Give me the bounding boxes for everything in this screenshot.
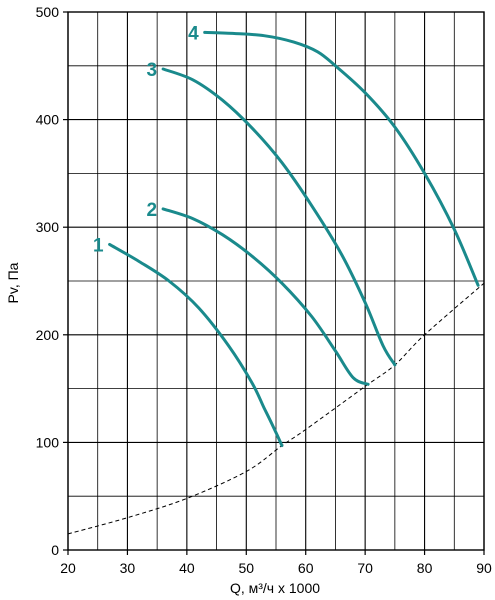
plot-frame: [67, 11, 485, 551]
x-tick-label: 40: [179, 560, 195, 576]
series-label-1: 1: [93, 235, 104, 256]
limit-curve: [67, 282, 485, 535]
x-tick-label: 80: [417, 560, 433, 576]
y-tick-label: 200: [36, 327, 60, 343]
y-tick-label: 100: [36, 434, 60, 450]
plot-border: [67, 11, 485, 551]
y-tick-label: 300: [36, 219, 60, 235]
series-line-2: [161, 207, 370, 386]
series-line-3: [161, 67, 397, 367]
x-axis-title: Q, м³/ч x 1000: [230, 580, 320, 596]
y-tick-label: 0: [51, 542, 59, 558]
x-tick-label: 30: [120, 560, 136, 576]
grid: [67, 11, 485, 551]
tick-labels: 20 30 40 50 60 70 80 90 0 100 200 300 400 500: [36, 4, 492, 576]
series-label-3: 3: [147, 60, 158, 81]
y-axis-title: Pv, Па: [5, 262, 21, 303]
x-tick-label: 60: [298, 560, 314, 576]
x-tick-label: 90: [476, 560, 492, 576]
series-label-4: 4: [188, 23, 199, 44]
x-tick-label: 70: [357, 560, 373, 576]
y-tick-label: 400: [36, 112, 60, 128]
y-tick-label: 500: [36, 4, 60, 20]
limit-curve-layer: [67, 282, 485, 535]
series-line-4: [203, 30, 480, 287]
x-tick-label: 20: [60, 560, 76, 576]
series-layer: [108, 30, 480, 448]
series-labels: 1 2 3 4: [93, 23, 199, 256]
x-tick-label: 50: [238, 560, 254, 576]
series-label-2: 2: [147, 200, 158, 221]
series-line-1: [108, 242, 284, 448]
